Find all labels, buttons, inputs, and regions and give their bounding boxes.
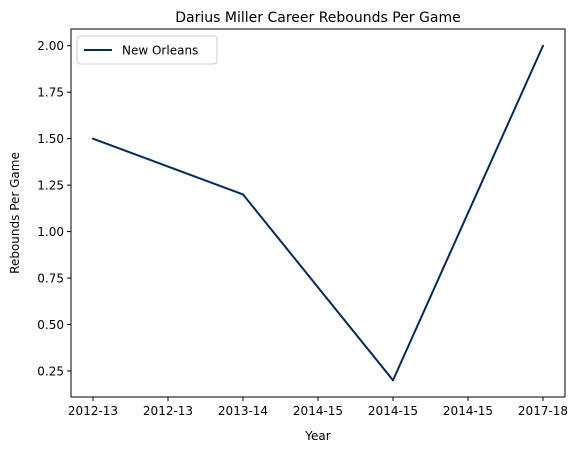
x-tick-label: 2012-13 (68, 404, 118, 418)
y-tick-label: 2.00 (37, 39, 64, 53)
x-axis-label: Year (304, 429, 330, 443)
y-tick-label: 0.50 (37, 318, 64, 332)
series-line-new-orleans (92, 45, 544, 382)
x-tick-label: 2012-13 (143, 404, 193, 418)
y-tick-label: 1.25 (37, 178, 64, 192)
data-point (92, 137, 94, 140)
legend-box (76, 35, 218, 65)
y-axis-label: Rebounds Per Game (8, 152, 22, 274)
x-tick-label: 2017-18 (518, 404, 568, 418)
y-tick-label: 0.25 (37, 364, 64, 378)
data-point (392, 379, 394, 382)
x-tick-label: 2014-15 (368, 404, 418, 418)
x-axis-ticks: 2012-13 2012-13 2013-14 2014-15 2014-15 2014-… (68, 397, 568, 418)
x-tick-label: 2014-15 (443, 404, 493, 418)
y-tick-label: 1.00 (37, 225, 64, 239)
data-point (542, 44, 544, 47)
plot-area (92, 44, 544, 382)
data-point (242, 193, 244, 196)
chart-title: Darius Miller Career Rebounds Per Game (175, 10, 460, 26)
y-tick-label: 1.75 (37, 85, 64, 99)
y-tick-label: 1.50 (37, 132, 64, 146)
legend: New Orleans (76, 35, 218, 65)
x-tick-label: 2014-15 (293, 404, 343, 418)
x-tick-label: 2013-14 (218, 404, 268, 418)
y-axis-ticks: 0.25 0.50 0.75 1.00 1.25 1.50 1.75 2.00 (37, 39, 71, 378)
legend-label: New Orleans (122, 44, 198, 58)
plot-frame (70, 28, 566, 398)
y-tick-label: 0.75 (37, 271, 64, 285)
